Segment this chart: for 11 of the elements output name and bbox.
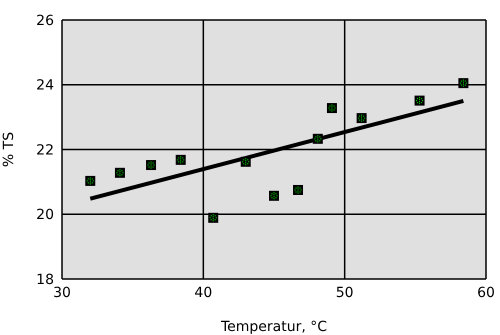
y-axis-title: % TS	[0, 132, 17, 168]
y-tick-label: 20	[36, 207, 54, 224]
x-tick-label: 60	[477, 284, 495, 301]
x-tick-label: 30	[53, 284, 71, 301]
y-tick-label: 26	[36, 12, 54, 29]
x-tick-label: 40	[194, 284, 212, 301]
y-tick-label: 18	[36, 272, 54, 288]
y-tick-label: 24	[36, 78, 54, 94]
y-tick-label: 22	[36, 142, 54, 158]
x-tick-label: 50	[336, 284, 354, 301]
x-axis-title: Temperatur, °C	[220, 319, 328, 335]
